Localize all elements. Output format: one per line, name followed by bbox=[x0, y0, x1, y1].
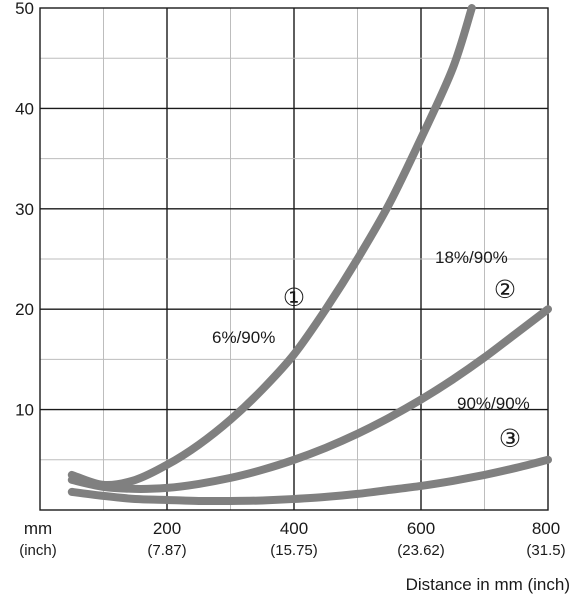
x-tick-label: 800 bbox=[532, 519, 560, 538]
x-tick-sublabel: (7.87) bbox=[147, 542, 186, 559]
y-tick-labels: 10 20 30 40 50 bbox=[15, 0, 34, 420]
x-tick-sublabel: (23.62) bbox=[397, 542, 445, 559]
series-1-marker: ① bbox=[283, 283, 305, 312]
series-line-1 bbox=[67, 4, 476, 490]
x-tick-label: 600 bbox=[407, 519, 435, 538]
series-annotations: ① 6%/90% 18%/90% ② 90%/90% ③ bbox=[212, 248, 530, 453]
x-tick-sublabel: (31.5) bbox=[526, 542, 565, 559]
series-line-3 bbox=[67, 455, 552, 506]
x-tick-sublabel: (15.75) bbox=[270, 542, 318, 559]
x-tick-label: 200 bbox=[153, 519, 181, 538]
series-3-label: 90%/90% bbox=[457, 394, 530, 413]
plot-frame bbox=[39, 7, 549, 511]
series-1-label: 6%/90% bbox=[212, 328, 275, 347]
x-axis-title: Distance in mm (inch) bbox=[406, 575, 570, 594]
series-layer bbox=[67, 4, 552, 506]
series-2-label: 18%/90% bbox=[435, 248, 508, 267]
series-line-2 bbox=[67, 305, 552, 493]
y-tick-label: 30 bbox=[15, 200, 34, 219]
x-tick-label: 400 bbox=[280, 519, 308, 538]
x-unit-label: mm bbox=[24, 519, 52, 538]
y-tick-label: 20 bbox=[15, 300, 34, 319]
series-2-marker: ② bbox=[494, 275, 516, 304]
series-3-marker: ③ bbox=[499, 424, 521, 453]
x-unit-sub-label: (inch) bbox=[19, 542, 57, 559]
y-tick-label: 40 bbox=[15, 99, 34, 118]
x-tick-labels: 200 (7.87) 400 (15.75) 600 (23.62) 800 (31.5) bbox=[147, 519, 565, 559]
y-tick-label: 50 bbox=[15, 0, 34, 18]
y-tick-label: 10 bbox=[15, 401, 34, 420]
